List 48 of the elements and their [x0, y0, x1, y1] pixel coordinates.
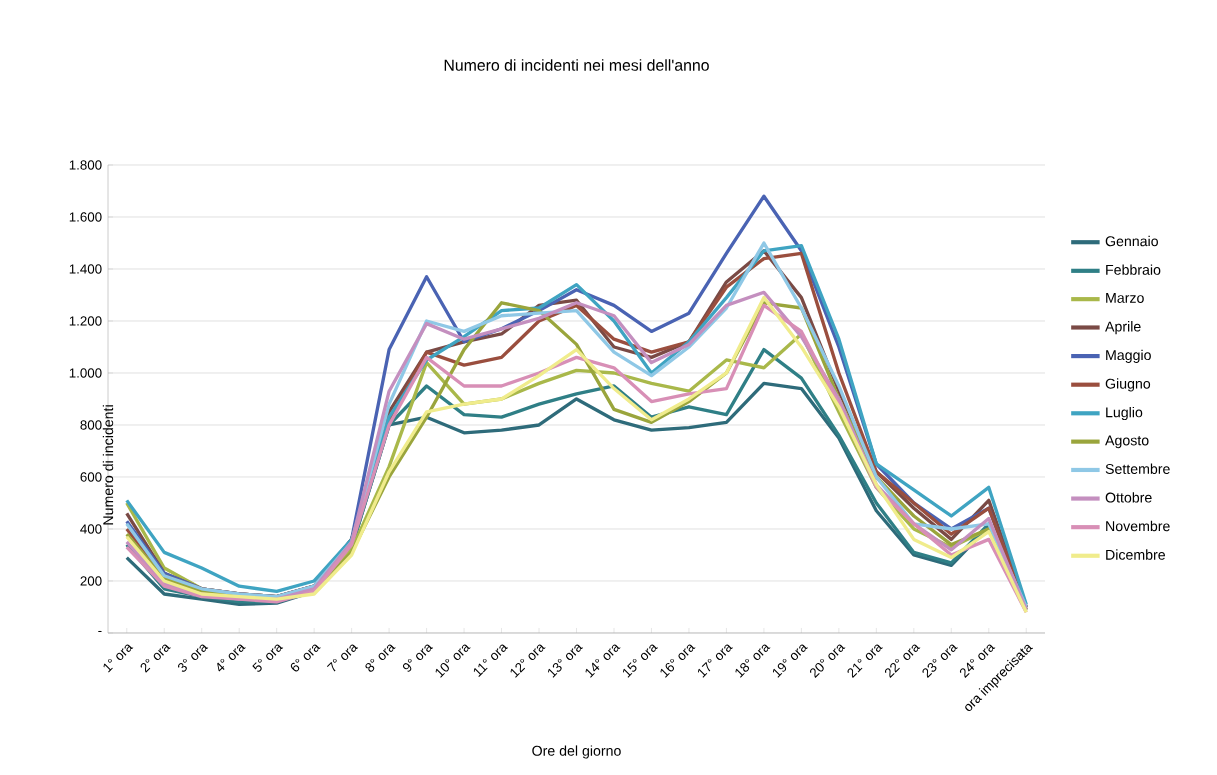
x-tick-label: 19° ora [772, 644, 808, 678]
x-tick-label: 9° ora [402, 644, 434, 672]
legend-label: Aprile [1105, 321, 1141, 335]
legend-label: Agosto [1105, 435, 1149, 449]
x-tick-label: 3° ora [177, 644, 209, 672]
x-tick-label: 12° ora [510, 644, 546, 678]
y-axis-title: Numero di incidenti [102, 405, 114, 525]
chart-title: Numero di incidenti nei mesi dell'anno [444, 59, 709, 71]
legend-label: Febbraio [1106, 264, 1161, 275]
x-tick-label: 15° ora [623, 644, 659, 678]
x-tick-label: 20° ora [809, 644, 846, 678]
legend-label: Giugno [1105, 378, 1151, 392]
x-tick-label: 1° ora [103, 644, 134, 673]
legend-label: Settembre [1105, 463, 1170, 474]
legend-label: Marzo [1106, 293, 1144, 303]
y-tick-label: - [98, 630, 102, 632]
x-tick-label: 7° ora [326, 644, 359, 672]
y-tick-label: 1.200 [69, 316, 102, 326]
x-tick-label: 10° ora [435, 644, 471, 678]
legend-label: Maggio [1106, 349, 1151, 363]
x-tick-label: 5° ora [252, 644, 284, 672]
y-tick-label: 1.600 [69, 212, 102, 222]
x-tick-label: 18° ora [735, 644, 771, 678]
x-tick-label: 8° ora [365, 644, 396, 672]
legend-label: Luglio [1106, 406, 1143, 421]
y-tick-label: 1.000 [69, 368, 102, 378]
legend-label: Ottobre [1105, 492, 1152, 503]
y-tick-label: 200 [80, 576, 102, 586]
x-axis-title: Ore del giorno [532, 745, 621, 759]
x-tick-label: 17° ora [697, 644, 733, 678]
y-tick-label: 800 [80, 420, 102, 430]
x-tick-label: 23° ora [922, 644, 958, 678]
legend-label: Gennaio [1105, 235, 1158, 247]
x-tick-label: 16° ora [660, 644, 696, 678]
x-tick-label: 14° ora [585, 644, 621, 678]
x-tick-label: 4° ora [217, 644, 246, 672]
x-tick-label: 11° ora [473, 644, 509, 677]
legend-label: Dicembre [1106, 549, 1165, 560]
x-tick-label: 22° ora [884, 644, 921, 678]
x-tick-label: 13° ora [548, 644, 584, 678]
x-tick-label: 2° ora [140, 644, 171, 673]
legend-label: Novembre [1106, 520, 1170, 532]
y-tick-label: 1.400 [69, 264, 102, 274]
x-tick-label: 6° ora [290, 644, 321, 672]
x-tick-label: 21° ora [847, 644, 883, 678]
y-tick-label: 1.800 [69, 160, 102, 170]
y-tick-label: 600 [80, 472, 102, 482]
y-tick-label: 400 [80, 524, 102, 534]
